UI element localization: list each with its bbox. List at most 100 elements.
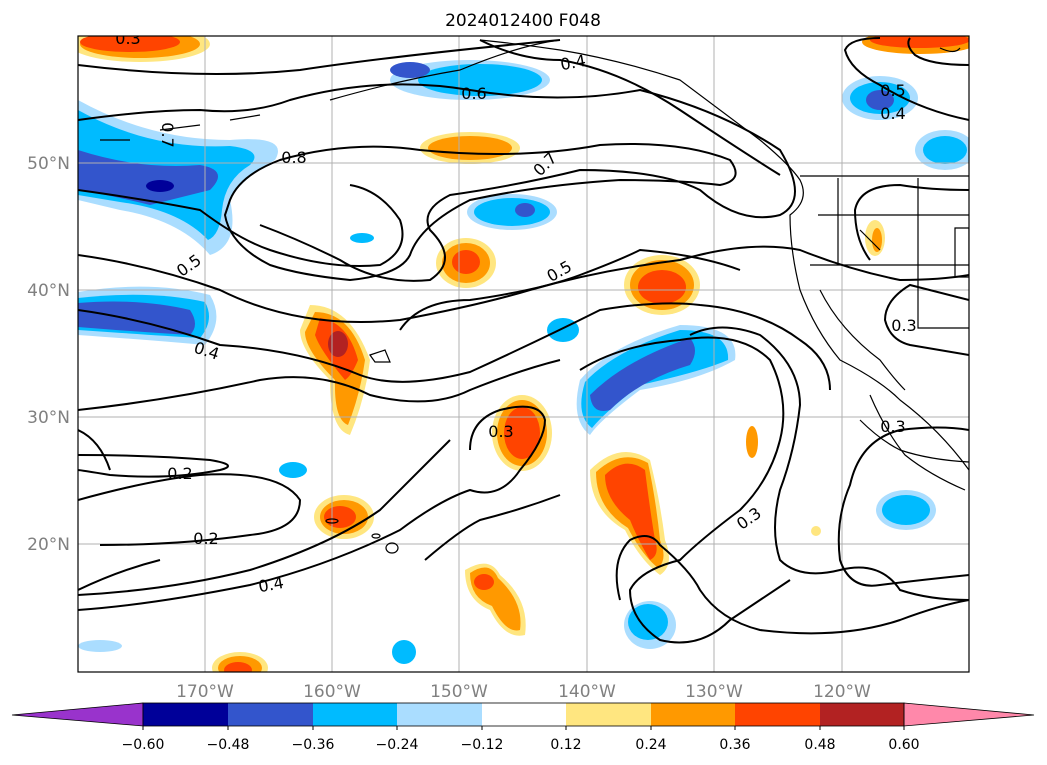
warm-anomaly-region [428, 136, 512, 160]
cool-anomaly-region [78, 150, 218, 205]
contour-line [579, 336, 791, 644]
aleutian-islands [100, 114, 261, 141]
contour-line [837, 426, 969, 587]
contour-line [78, 184, 404, 267]
cool-anomaly-region [390, 62, 430, 78]
warm-anomaly-region [870, 36, 969, 48]
cool-anomaly-region [628, 604, 668, 640]
colorbar-bin [735, 703, 820, 726]
lat-label: 40°N [27, 281, 70, 301]
contour-label: 0.4 [880, 104, 905, 123]
state-border [819, 289, 906, 391]
cool-anomaly-region [350, 233, 374, 243]
contour-label: 0.3 [891, 316, 916, 335]
longitude-labels: 170°W 160°W 150°W 140°W 130°W 120°W [176, 682, 871, 702]
lon-label: 140°W [558, 682, 616, 702]
colorbar-tick-label: −0.24 [376, 737, 419, 753]
us-mexico-border [859, 419, 969, 463]
colorbar-tick-label: −0.60 [122, 737, 165, 753]
warm-anomaly-region [872, 228, 882, 252]
hawaii-island [385, 542, 399, 554]
colorbar-bin [313, 703, 397, 726]
lon-label: 130°W [685, 682, 743, 702]
cool-anomaly-region [78, 301, 195, 335]
lon-label: 120°W [813, 682, 871, 702]
cool-anomaly-region [581, 330, 729, 428]
warm-anomaly-region [474, 574, 494, 590]
colorbar-extend-high [903, 702, 1035, 727]
contour-lines [78, 37, 969, 644]
contour-line [78, 473, 302, 546]
contour-line [78, 429, 161, 591]
state-border [917, 178, 969, 329]
contour-label: 0.3 [880, 417, 905, 436]
colorbar-tick-label: −0.36 [292, 737, 335, 753]
colorbar-bin [566, 703, 651, 726]
lon-label: 150°W [430, 682, 488, 702]
colorbar-bin [228, 703, 313, 726]
north-america-coast [479, 39, 969, 471]
colorbar-extend-low [11, 702, 144, 727]
colorbar-outline [142, 702, 905, 727]
map-frame [77, 35, 970, 673]
warm-anomaly-region [224, 662, 252, 672]
contour-line [78, 405, 547, 611]
contour-line [424, 494, 561, 561]
cool-anomaly-region [474, 198, 550, 226]
contour-line [907, 37, 969, 66]
warm-anomaly-region [638, 270, 686, 304]
contour-label: 0.4 [559, 51, 587, 74]
contour-line [689, 326, 969, 601]
contour-label: 0.3 [488, 422, 513, 441]
contour-line [853, 183, 969, 261]
colorbar: −0.60 −0.48 −0.36 −0.24 −0.12 0.12 0.24 … [11, 702, 1035, 753]
map-area: 0.3 0.4 0.6 0.5 0.4 0.8 0.7 0.7 0.5 0.5 … [78, 36, 969, 672]
cool-anomaly-region [590, 338, 695, 411]
cool-anomaly-region [78, 640, 122, 652]
cool-anomaly-region [547, 318, 579, 342]
cool-anomaly-region [392, 640, 416, 664]
contour-label: 0.2 [167, 464, 192, 483]
warm-anomaly-region [328, 331, 348, 357]
contour-line [78, 83, 796, 282]
colorbar-bin [482, 703, 566, 726]
warm-anomaly-region [811, 526, 821, 536]
colorbar-bin [651, 703, 735, 726]
contour-label: 0.2 [193, 529, 218, 548]
lat-label: 20°N [27, 535, 70, 555]
contour-label: 0.7 [158, 122, 177, 147]
contour-line [223, 143, 737, 282]
warm-anomaly-region [504, 407, 540, 459]
cool-anomaly-region [146, 180, 174, 192]
hawaii-island [325, 518, 339, 524]
cool-anomaly-region [882, 495, 930, 525]
contour-label: 0.5 [880, 81, 905, 100]
colorbar-tick-label: 0.24 [635, 737, 666, 753]
state-border [954, 227, 969, 278]
warm-anomaly-region [80, 36, 180, 52]
cool-anomaly-region [279, 462, 307, 478]
contour-label: 0.4 [192, 338, 222, 364]
colorbar-bin [820, 703, 904, 726]
contour-line [479, 39, 781, 176]
lake-outline [859, 229, 881, 251]
warm-anomaly-region [746, 426, 758, 458]
colorbar-bin [143, 703, 228, 726]
contour-line [78, 39, 561, 75]
cool-anomaly-region [866, 90, 894, 110]
colorbar-tick-label: 0.48 [804, 737, 835, 753]
colorbar-ticks [142, 726, 905, 730]
contour-line [883, 283, 969, 356]
map-title: 2024012400 F048 [445, 11, 601, 31]
latitude-labels: 20°N 30°N 40°N 50°N [27, 154, 70, 555]
contour-line [78, 439, 451, 596]
colorbar-tick-label: 0.60 [888, 737, 919, 753]
colorbar-tick-label: 0.12 [550, 737, 581, 753]
island-outline [369, 349, 391, 363]
cool-anomaly-region [923, 136, 967, 164]
contour-label: 0.5 [543, 257, 575, 286]
contour-label: 0.8 [281, 148, 306, 167]
contour-line [78, 454, 229, 478]
cool-anomaly-region [515, 203, 535, 217]
